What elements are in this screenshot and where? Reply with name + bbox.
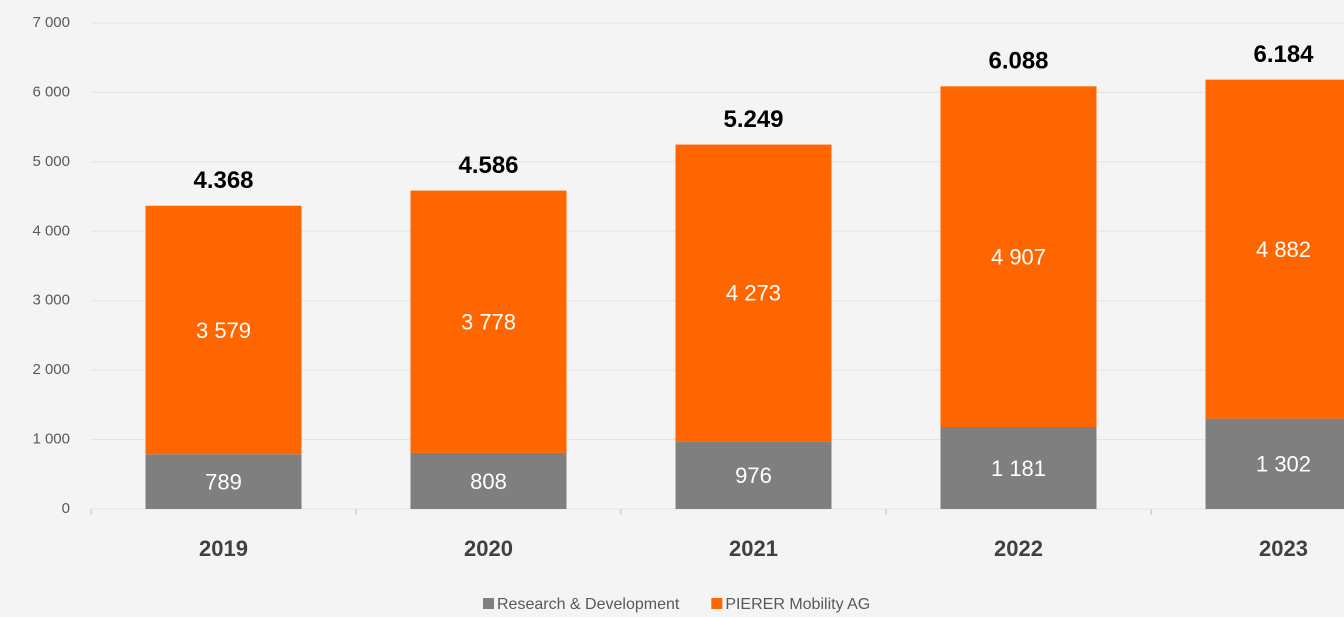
legend-swatch	[483, 598, 494, 609]
data-label: 976	[735, 463, 772, 488]
legend-label: PIERER Mobility AG	[725, 596, 870, 613]
bar-segment	[940, 86, 1097, 428]
data-label: 3 579	[196, 318, 251, 343]
data-label: 3 778	[461, 310, 516, 335]
x-tick-label: 2023	[1259, 536, 1308, 561]
y-tick-label: 5 000	[32, 153, 70, 170]
bar-segment	[675, 441, 832, 509]
data-label: 808	[470, 469, 507, 494]
y-tick-label: 1 000	[32, 431, 70, 448]
y-tick-label: 6 000	[32, 83, 70, 100]
y-tick-label: 3 000	[32, 292, 70, 309]
total-label: 6.184	[1253, 41, 1314, 68]
total-label: 4.368	[193, 167, 253, 194]
data-label: 1 181	[991, 456, 1046, 481]
bar-segment	[145, 454, 302, 509]
data-label: 4 907	[991, 244, 1046, 269]
x-tick-label: 2019	[199, 536, 248, 561]
bar-segment	[145, 205, 302, 455]
data-label: 4 273	[726, 281, 781, 306]
x-tick-label: 2021	[729, 536, 778, 561]
bar-segment	[410, 190, 567, 453]
x-tick-label: 2022	[994, 536, 1043, 561]
y-tick-label: 0	[62, 500, 70, 517]
data-label: 4 882	[1256, 237, 1311, 262]
total-label: 4.586	[458, 152, 518, 179]
bar-segment	[410, 452, 567, 509]
bar-segment	[1205, 79, 1344, 419]
y-tick-label: 4 000	[32, 222, 70, 239]
y-tick-label: 7 000	[32, 14, 70, 31]
x-tick-label: 2020	[464, 536, 513, 561]
data-label: 789	[205, 469, 242, 494]
bar-segment	[940, 427, 1097, 509]
total-label: 5.249	[723, 106, 783, 133]
bar-segment	[1205, 418, 1344, 509]
total-label: 6.088	[988, 48, 1048, 75]
legend-swatch	[711, 598, 723, 609]
legend-label: Research & Development	[497, 596, 680, 613]
data-label: 1 302	[1256, 452, 1311, 477]
y-tick-label: 2 000	[32, 361, 70, 378]
bar-segment	[675, 144, 832, 442]
